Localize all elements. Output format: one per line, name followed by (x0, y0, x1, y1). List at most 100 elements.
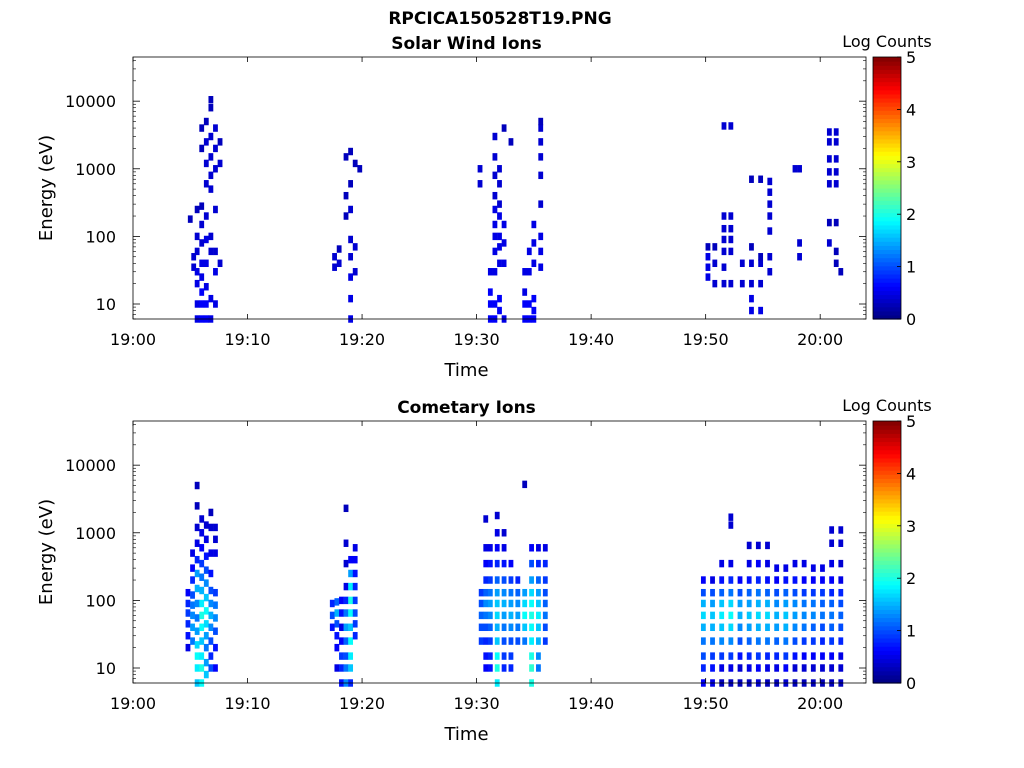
colorbar-segment (873, 466, 901, 471)
heatmap-cell (194, 584, 200, 593)
heatmap-cell (487, 559, 493, 568)
heatmap-cell (213, 588, 218, 597)
heatmap-cell (208, 652, 214, 660)
colorbar-segment (873, 552, 901, 557)
x-tick-label: 20:00 (797, 694, 843, 713)
colorbar-segment (873, 633, 901, 639)
colorbar-segment (873, 134, 901, 140)
heatmap-cell (492, 205, 498, 214)
colorbar-segment (873, 245, 901, 251)
colorbar-segment (873, 654, 901, 660)
heatmap-cell (838, 268, 844, 276)
colorbar-segment (873, 167, 901, 173)
colorbar-tick-label: 5 (906, 48, 916, 67)
heatmap-cell (199, 652, 205, 660)
colorbar-segment (873, 642, 901, 647)
heatmap-cell (767, 177, 773, 186)
y-tick-label: 1000 (75, 524, 116, 543)
heatmap-cell (494, 529, 500, 537)
heatmap-cell (737, 588, 743, 597)
heatmap-cell (719, 652, 725, 660)
x-tick-label: 20:00 (797, 330, 843, 349)
heatmap-cell (508, 664, 514, 672)
heatmap-cell (492, 153, 498, 161)
heatmap-cell (213, 535, 218, 544)
colorbar-segment (873, 605, 901, 610)
colorbar-segment (873, 102, 901, 107)
heatmap-cell (797, 239, 802, 247)
heatmap-cell (810, 611, 816, 620)
heatmap-cell (810, 652, 816, 660)
heatmap-cell (746, 576, 752, 584)
heatmap-cell (483, 652, 489, 660)
heatmap-cell (783, 599, 789, 608)
heatmap-cell (487, 268, 493, 276)
heatmap-cell (348, 623, 354, 632)
x-tick-label: 19:30 (454, 694, 500, 713)
heatmap-cell (334, 620, 340, 628)
heatmap-cell (501, 599, 507, 608)
heatmap-cell (774, 576, 780, 584)
heatmap-cell (194, 481, 200, 490)
heatmap-cell (538, 232, 544, 241)
colorbar-segment (873, 77, 901, 83)
heatmap-cell (492, 220, 498, 229)
heatmap-cell (515, 588, 521, 597)
colorbar-segment (873, 314, 901, 320)
heatmap-cell (810, 623, 816, 632)
colorbar-segment (873, 110, 901, 115)
heatmap-cell (329, 623, 335, 632)
heatmap-cell (820, 564, 825, 572)
colorbar-segment (873, 253, 901, 259)
heatmap-cell (208, 623, 214, 632)
heatmap-cell (348, 235, 354, 244)
heatmap-cell (348, 569, 354, 578)
colorbar-segment (873, 621, 901, 627)
heatmap-cell (755, 599, 761, 608)
heatmap-cell (792, 611, 798, 620)
heatmap-cell (343, 637, 349, 645)
heatmap-cell (529, 652, 534, 660)
heatmap-cell (515, 637, 521, 645)
heatmap-cell (334, 632, 340, 640)
heatmap-cell (728, 611, 734, 620)
heatmap-cell (501, 220, 507, 229)
heatmap-cell (749, 306, 754, 315)
heatmap-cell (213, 549, 218, 557)
heatmap-cell (487, 652, 493, 660)
heatmap-cell (208, 153, 214, 161)
heatmap-cell (710, 576, 715, 584)
colorbar-segment (873, 188, 901, 193)
colorbar-segment (873, 142, 901, 148)
heatmap-cell (542, 588, 548, 597)
heatmap-cell (797, 165, 802, 173)
heatmap-cell (765, 541, 770, 550)
heatmap-cell (749, 175, 754, 183)
colorbar-segment (873, 147, 901, 152)
x-tick-label: 19:20 (339, 330, 385, 349)
colorbar-tick-label: 0 (906, 310, 916, 329)
heatmap-cell (792, 599, 798, 608)
colorbar-segment (873, 429, 901, 434)
colorbar-segment (873, 425, 901, 430)
heatmap-cell (746, 588, 752, 597)
heatmap-cell (522, 637, 528, 645)
colorbar-segment (873, 282, 901, 287)
heatmap-cell (497, 306, 502, 315)
x-tick-label: 19:50 (683, 694, 729, 713)
heatmap-cell (529, 637, 534, 645)
heatmap-cell (208, 103, 214, 112)
heatmap-cell (208, 637, 214, 645)
heatmap-cell (710, 588, 715, 597)
colorbar-segment (873, 114, 901, 120)
heatmap-cell (515, 599, 521, 608)
heatmap-cell (801, 637, 807, 645)
heatmap-cell (774, 623, 780, 632)
heatmap-cell (765, 576, 770, 584)
heatmap-cell (531, 306, 537, 315)
heatmap-cell (203, 566, 209, 574)
colorbar-segment (873, 171, 901, 177)
colorbar-tick-label: 5 (906, 412, 916, 431)
heatmap-cell (801, 652, 807, 660)
colorbar-title: Log Counts (842, 396, 932, 415)
